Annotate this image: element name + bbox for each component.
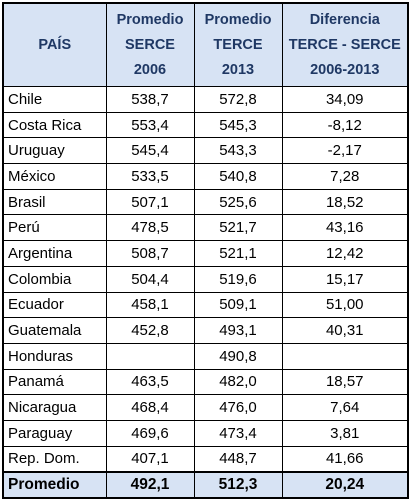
diff-cell: 40,31 [281, 317, 409, 344]
diff-cell: 12,42 [281, 240, 409, 267]
country-cell: Ecuador [2, 291, 107, 319]
terce-cell: 545,3 [193, 111, 283, 139]
country-cell: Argentina [2, 240, 107, 267]
diff-cell: 41,66 [281, 445, 409, 473]
serce-cell: 504,4 [105, 265, 195, 293]
serce-cell: 468,4 [105, 394, 195, 421]
terce-cell: 525,6 [193, 188, 283, 216]
header-terce-line-2: TERCE [213, 36, 263, 53]
total-row: Promedio 492,1 512,3 20,24 [2, 470, 409, 498]
serce-cell: 538,7 [105, 86, 195, 113]
table-row: Costa Rica 553,4 545,3 -8,12 [2, 111, 409, 139]
terce-cell: 519,6 [193, 265, 283, 293]
header-diff-line-3: 2006-2013 [310, 61, 380, 78]
terce-cell: 493,1 [193, 317, 283, 344]
header-terce-line-1: Promedio [204, 11, 272, 28]
serce-cell: 452,8 [105, 317, 195, 344]
table-row: Paraguay 469,6 473,4 3,81 [2, 419, 409, 447]
country-cell: Paraguay [2, 419, 107, 447]
header-diff: Diferencia TERCE - SERCE 2006-2013 [281, 2, 409, 87]
country-cell: México [2, 163, 107, 190]
country-cell: Panamá [2, 368, 107, 396]
total-serce: 492,1 [105, 470, 195, 498]
header-diff-line-2: TERCE - SERCE [288, 36, 401, 53]
table-row: Argentina 508,7 521,1 12,42 [2, 240, 409, 267]
diff-cell: 34,09 [281, 86, 409, 113]
total-terce: 512,3 [193, 470, 283, 498]
table-row: Chile 538,7 572,8 34,09 [2, 86, 409, 113]
header-terce-line-3: 2013 [221, 61, 255, 78]
serce-cell: 507,1 [105, 188, 195, 216]
diff-cell: 15,17 [281, 265, 409, 293]
header-serce-line-2: SERCE [125, 36, 175, 53]
country-cell: Guatemala [2, 317, 107, 344]
table-row: Perú 478,5 521,7 43,16 [2, 214, 409, 242]
table-row: Colombia 504,4 519,6 15,17 [2, 265, 409, 293]
diff-cell [281, 342, 409, 370]
country-cell: Rep. Dom. [2, 445, 107, 473]
header-row: PAÍS Promedio SERCE 2006 Promedio TERCE … [2, 2, 409, 87]
serce-cell: 553,4 [105, 111, 195, 139]
table-row: Brasil 507,1 525,6 18,52 [2, 188, 409, 216]
diff-cell: -2,17 [281, 137, 409, 165]
country-cell: Brasil [2, 188, 107, 216]
terce-cell: 482,0 [193, 368, 283, 396]
serce-cell: 545,4 [105, 137, 195, 165]
serce-cell: 463,5 [105, 368, 195, 396]
serce-cell: 533,5 [105, 163, 195, 190]
diff-cell: 51,00 [281, 291, 409, 319]
serce-cell: 469,6 [105, 419, 195, 447]
serce-cell: 478,5 [105, 214, 195, 242]
header-serce-line-3: 2006 [133, 61, 167, 78]
terce-cell: 509,1 [193, 291, 283, 319]
serce-cell [105, 342, 195, 370]
terce-cell: 490,8 [193, 342, 283, 370]
serce-cell: 508,7 [105, 240, 195, 267]
terce-cell: 521,7 [193, 214, 283, 242]
terce-cell: 476,0 [193, 394, 283, 421]
table-row: México 533,5 540,8 7,28 [2, 163, 409, 190]
serce-cell: 458,1 [105, 291, 195, 319]
terce-cell: 473,4 [193, 419, 283, 447]
header-diff-line-1: Diferencia [309, 11, 380, 28]
header-serce-line-1: Promedio [116, 11, 184, 28]
table-row: Rep. Dom. 407,1 448,7 41,66 [2, 445, 409, 473]
country-cell: Perú [2, 214, 107, 242]
total-label: Promedio [2, 470, 107, 498]
table-row: Honduras 490,8 [2, 342, 409, 370]
diff-cell: 7,28 [281, 163, 409, 190]
diff-cell: 7,64 [281, 394, 409, 421]
country-cell: Colombia [2, 265, 107, 293]
terce-cell: 521,1 [193, 240, 283, 267]
table-row: Guatemala 452,8 493,1 40,31 [2, 317, 409, 344]
header-terce: Promedio TERCE 2013 [193, 2, 283, 87]
country-cell: Uruguay [2, 137, 107, 165]
table-row: Nicaragua 468,4 476,0 7,64 [2, 394, 409, 421]
serce-cell: 407,1 [105, 445, 195, 473]
table-row: Ecuador 458,1 509,1 51,00 [2, 291, 409, 319]
terce-cell: 540,8 [193, 163, 283, 190]
country-cell: Chile [2, 86, 107, 113]
diff-cell: 18,52 [281, 188, 409, 216]
diff-cell: 18,57 [281, 368, 409, 396]
country-cell: Costa Rica [2, 111, 107, 139]
terce-cell: 448,7 [193, 445, 283, 473]
header-serce: Promedio SERCE 2006 [105, 2, 195, 87]
diff-cell: 43,16 [281, 214, 409, 242]
diff-cell: 3,81 [281, 419, 409, 447]
total-diff: 20,24 [281, 470, 409, 498]
diff-cell: -8,12 [281, 111, 409, 139]
table-row: Panamá 463,5 482,0 18,57 [2, 368, 409, 396]
table-row: Uruguay 545,4 543,3 -2,17 [2, 137, 409, 165]
terce-cell: 543,3 [193, 137, 283, 165]
terce-cell: 572,8 [193, 86, 283, 113]
country-cell: Nicaragua [2, 394, 107, 421]
header-pais: PAÍS [2, 2, 107, 87]
country-cell: Honduras [2, 342, 107, 370]
